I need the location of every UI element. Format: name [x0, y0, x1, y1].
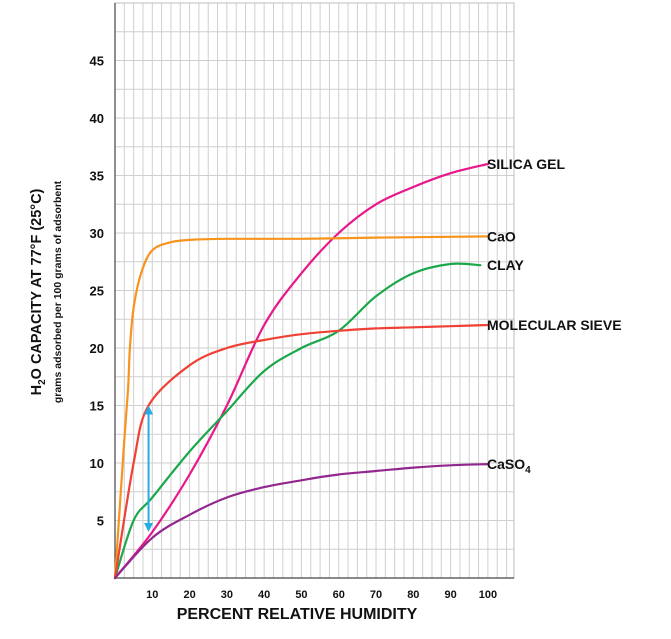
series-label-molecular-sieve: MOLECULAR SIEVE: [487, 317, 622, 333]
y-tick-label: 10: [90, 456, 104, 471]
x-tick-label: 60: [333, 589, 345, 601]
x-tick-label: 70: [370, 589, 382, 601]
series-line-caso4: [113, 463, 489, 580]
y-title-prefix: H: [29, 385, 45, 395]
y-tick-label: 45: [90, 54, 104, 69]
series-line-silica-gel: [113, 162, 489, 580]
series-label-silica-gel: SILICA GEL: [487, 156, 565, 172]
x-tick-label: 80: [407, 589, 419, 601]
y-tick-label: 30: [90, 226, 104, 241]
y-tick-label: 20: [90, 341, 104, 356]
arrow-head-down: [144, 523, 154, 532]
series-lines: [113, 162, 489, 580]
x-tick-label: 40: [258, 589, 270, 601]
series-labels: SILICA GEL CaO CLAY MOLECULAR SIEVE CaSO4: [487, 156, 622, 476]
series-label-caso4: CaSO4: [487, 456, 531, 476]
axes: [114, 2, 515, 579]
annotation: [144, 405, 154, 532]
x-axis-title: PERCENT RELATIVE HUMIDITY: [177, 606, 418, 623]
y-tick-label: 5: [97, 514, 104, 529]
series-line-clay: [113, 262, 482, 580]
series-label-cao: CaO: [487, 228, 516, 244]
arrow-head-up: [144, 405, 154, 415]
y-axis-title-main: H2O CAPACITY AT 77°F (25°C): [29, 188, 48, 395]
x-tick-label: 90: [444, 589, 456, 601]
x-tick-label: 10: [146, 589, 158, 601]
x-tick-label: 20: [183, 589, 195, 601]
y-tick-label: 15: [90, 399, 104, 414]
y-axis-title: H2O CAPACITY AT 77°F (25°C) grams adsorb…: [29, 180, 64, 403]
y-tick-label: 35: [90, 169, 104, 184]
y-tick-label: 25: [90, 284, 104, 299]
series-line-molecular-sieve: [113, 323, 489, 580]
x-tick-label: 30: [221, 589, 233, 601]
tick-labels: 10 20 30 40 50 60 70 80 90 100 5 10 15 20 25 30 35 40 45: [90, 54, 498, 602]
x-tick-label: 50: [295, 589, 307, 601]
y-axis-subtitle: grams adsorbed per 100 grams of adsorben…: [52, 180, 64, 403]
series-line-cao: [113, 235, 489, 580]
y-title-suffix: O CAPACITY AT 77°F (25°C): [29, 188, 45, 379]
series-label-clay: CLAY: [487, 257, 524, 273]
x-tick-label: 100: [479, 589, 497, 601]
y-tick-label: 40: [90, 111, 104, 126]
grid: [115, 3, 514, 578]
y-title-sub: 2: [37, 379, 48, 385]
